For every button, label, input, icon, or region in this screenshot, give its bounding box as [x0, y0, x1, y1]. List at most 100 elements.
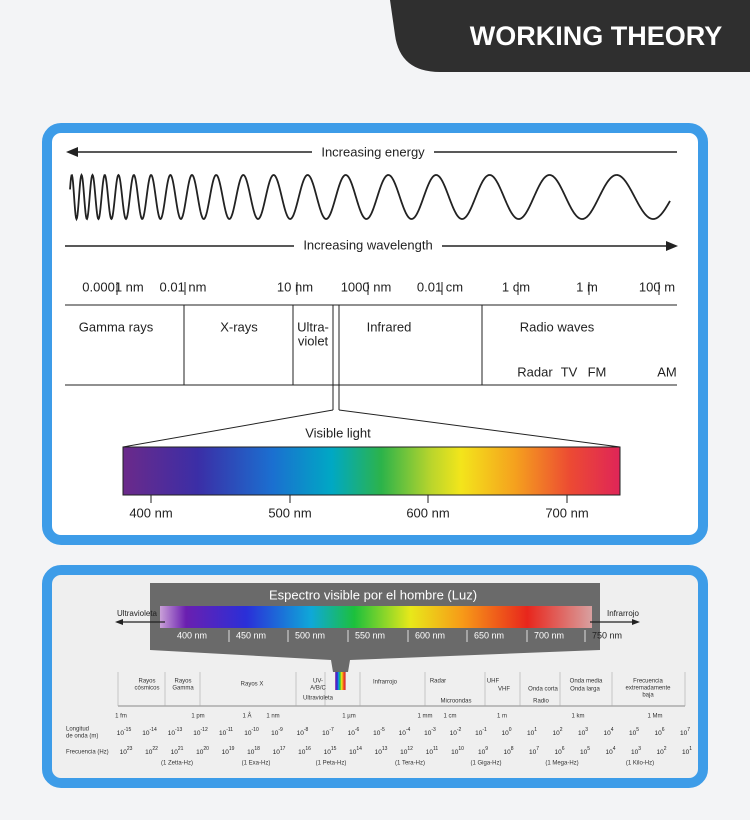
region-label: Infrared — [367, 319, 412, 334]
power-label: 1022 — [145, 746, 158, 755]
power-label: 1023 — [120, 746, 133, 755]
exponent: -8 — [304, 727, 309, 733]
exponent: 2 — [664, 746, 667, 752]
power-label: 103 — [631, 746, 641, 755]
region-label: Onda media — [570, 679, 603, 685]
base: 10 — [605, 749, 613, 756]
power-label: 103 — [578, 727, 588, 736]
base: 10 — [168, 730, 176, 737]
base: 10 — [142, 730, 150, 737]
base: 10 — [603, 730, 611, 737]
exponent: -11 — [226, 727, 233, 733]
power-label: 104 — [605, 746, 615, 755]
scale-label: 0.01 nm — [160, 279, 207, 294]
region-label: Rayos — [174, 679, 191, 685]
visible-tick: 600 nm — [406, 505, 449, 520]
radio-band: FM — [588, 364, 607, 379]
length-unit: 1 m — [497, 714, 507, 720]
base: 10 — [554, 749, 562, 756]
length-unit: 1 Å — [242, 713, 251, 720]
scale-label: 0.01 cm — [417, 279, 463, 294]
exponent: -4 — [406, 727, 411, 733]
region-label: Frecuencia — [633, 679, 663, 685]
base: 10 — [399, 730, 407, 737]
power-label: 1012 — [400, 746, 413, 755]
nm-tick: 400 nm — [177, 630, 207, 640]
base: 10 — [580, 749, 588, 756]
region-label: Radar — [430, 679, 446, 685]
region-label: violet — [298, 333, 329, 348]
exponent: -13 — [175, 727, 182, 733]
region-label: extremadamente — [625, 686, 671, 692]
side-label: Infrarrojo — [607, 609, 640, 618]
base: 10 — [120, 749, 128, 756]
length-unit: 1 mm — [418, 714, 433, 720]
nm-tick: 500 nm — [295, 630, 325, 640]
power-label: 101 — [527, 727, 537, 736]
power-label: 1010 — [451, 746, 464, 755]
length-unit: 1 fm — [115, 714, 127, 720]
em-diagram: Increasing energy Increasing wavelength 0.… — [65, 143, 678, 520]
exponent: 3 — [638, 746, 641, 752]
power-label: 107 — [680, 727, 690, 736]
length-unit: 1 µm — [342, 714, 355, 720]
power-label: 10-4 — [399, 727, 411, 736]
power-label: 1013 — [375, 746, 388, 755]
exponent: 6 — [562, 746, 565, 752]
power-label: 1015 — [324, 746, 337, 755]
base: 10 — [145, 749, 153, 756]
exponent: 21 — [178, 746, 184, 752]
power-label: 10-11 — [219, 727, 233, 736]
exponent: 1 — [534, 727, 537, 733]
power-label: 10-7 — [322, 727, 334, 736]
power-label: 102 — [552, 727, 562, 736]
base: 10 — [680, 730, 688, 737]
scale-label: 10 nm — [277, 279, 313, 294]
power-label: 10-10 — [244, 727, 259, 736]
base: 10 — [527, 730, 535, 737]
base: 10 — [348, 730, 356, 737]
axis-label: Frecuencia (Hz) — [66, 750, 109, 756]
radio-band: TV — [561, 364, 578, 379]
power-label: 10-2 — [450, 727, 462, 736]
exponent: 10 — [458, 746, 464, 752]
visible-band — [160, 606, 592, 628]
base: 10 — [451, 749, 459, 756]
base: 10 — [222, 749, 230, 756]
line — [338, 409, 621, 448]
base: 10 — [475, 730, 483, 737]
exponent: -6 — [355, 727, 360, 733]
arrow-head — [115, 619, 123, 625]
base: 10 — [247, 749, 255, 756]
frequency-unit: (1 Giga-Hz) — [470, 761, 501, 767]
energy-label: Increasing energy — [321, 144, 425, 159]
power-label: 1018 — [247, 746, 260, 755]
base: 10 — [273, 749, 281, 756]
power-label: 10-5 — [373, 727, 385, 736]
radio-band: AM — [657, 364, 677, 379]
visible-tick: 400 nm — [129, 505, 172, 520]
base: 10 — [271, 730, 279, 737]
region-label: cósmicos — [134, 686, 159, 692]
frequency-unit: (1 Exa-Hz) — [242, 761, 271, 767]
region-label: Ultra- — [297, 319, 329, 334]
spanish-diagram: Espectro visible por el hombre (Luz) Ultr… — [66, 583, 692, 767]
visible-spectrum — [122, 446, 621, 496]
exponent: 5 — [587, 746, 590, 752]
header-title: WORKING THEORY — [470, 21, 723, 51]
header-tab — [390, 0, 750, 72]
base: 10 — [552, 730, 560, 737]
visible-tick: 500 nm — [268, 505, 311, 520]
exponent: 13 — [382, 746, 388, 752]
power-label: 102 — [656, 746, 666, 755]
region-label: Gamma — [172, 686, 194, 692]
base: 10 — [501, 730, 509, 737]
base: 10 — [656, 749, 664, 756]
arrow-head — [632, 619, 640, 625]
power-label: 104 — [603, 727, 613, 736]
power-label: 101 — [682, 746, 692, 755]
base: 10 — [478, 749, 486, 756]
power-label: 10-1 — [475, 727, 487, 736]
exponent: 19 — [229, 746, 235, 752]
